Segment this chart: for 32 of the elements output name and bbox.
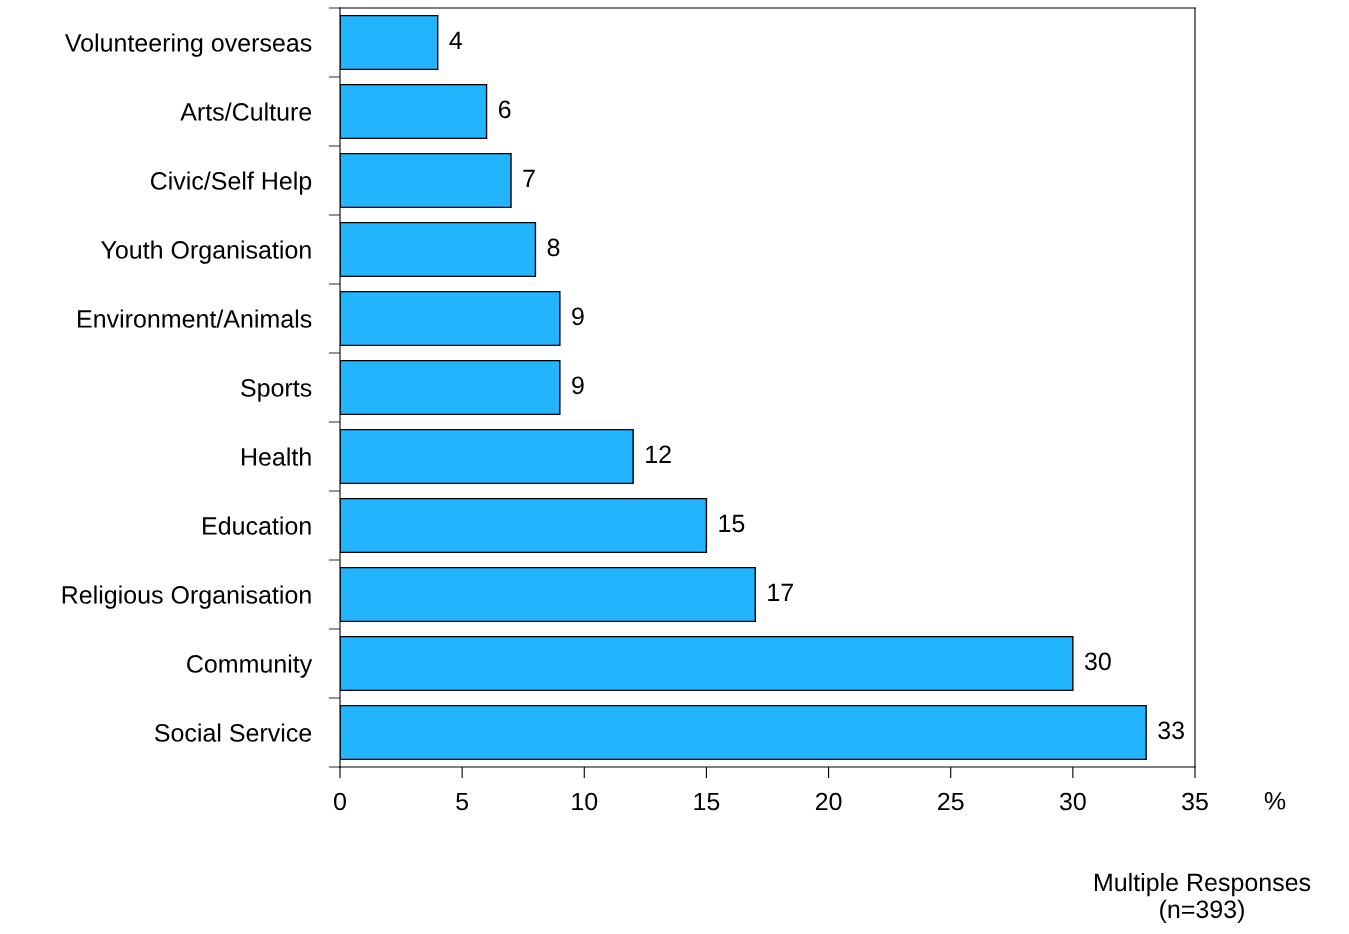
x-tick-label: 20 — [815, 792, 842, 811]
y-tick-label: Arts/Culture — [180, 102, 312, 121]
text: Multiple Responses (n=393) — [1094, 872, 1311, 924]
x-tick-label: 35 — [1182, 792, 1208, 811]
y-tick-label: Religious Organisation — [62, 585, 311, 609]
data-label: 17 — [768, 583, 793, 601]
data-label: 7 — [523, 169, 535, 187]
y-tick-label: Youth Organisation — [101, 240, 311, 264]
y-tick-label: Volunteering overseas — [64, 33, 312, 57]
data-label: 9 — [572, 307, 584, 326]
data-label: 12 — [646, 445, 671, 463]
y-tick-label: Education — [203, 516, 311, 535]
y-tick-label: Health — [242, 447, 311, 466]
y-tick-label: Community — [187, 654, 313, 678]
x-tick-label: 15 — [694, 792, 720, 811]
x-tick-label: 25 — [938, 792, 964, 811]
y-tick-label: Civic/Self Help — [150, 171, 312, 195]
y-tick-label: Social Service — [154, 723, 312, 742]
data-label: 15 — [719, 514, 745, 533]
data-label: 33 — [1158, 721, 1184, 740]
data-label: 8 — [547, 238, 560, 257]
data-label: 4 — [449, 31, 462, 49]
data-label: 30 — [1084, 652, 1111, 671]
x-tick-label: 0 — [334, 792, 346, 811]
x-tick-label: 30 — [1059, 792, 1086, 811]
y-tick-label: Sports — [241, 379, 312, 402]
x-tick-label: 10 — [572, 792, 598, 811]
x-axis-title: % — [1264, 792, 1286, 810]
data-label: 9 — [572, 376, 584, 395]
x-tick-label: 5 — [456, 792, 469, 811]
data-label: 6 — [498, 100, 511, 119]
y-tick-label: Environment/Animals — [78, 309, 312, 328]
